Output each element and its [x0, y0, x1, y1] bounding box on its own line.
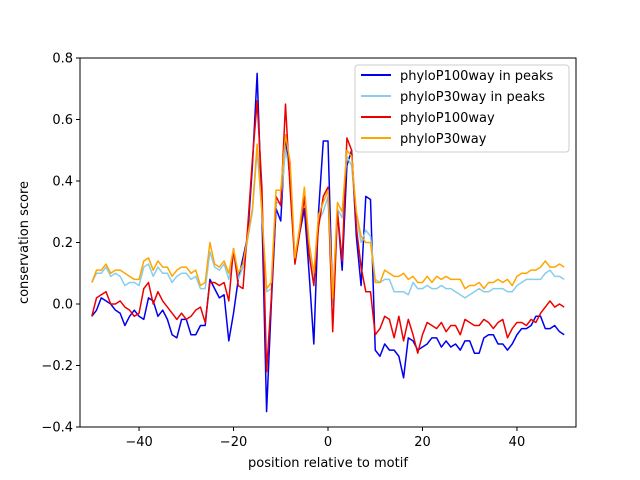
legend: phyloP100way in peaks phyloP30way in peak…: [354, 64, 570, 153]
series-line-4: [91, 134, 565, 299]
y-tick-label: 0.4: [52, 175, 73, 190]
x-tick-label: 40: [509, 435, 526, 450]
legend-label-3: phyloP100way: [400, 111, 495, 126]
x-axis-label: position relative to motif: [248, 456, 408, 471]
legend-frame: [354, 64, 570, 153]
legend-label-4: phyloP30way: [400, 132, 487, 147]
y-tick-label: −0.2: [41, 359, 73, 374]
series-line-1: [91, 72, 565, 413]
y-tick-label: −0.4: [41, 421, 73, 436]
series-layer: [91, 72, 565, 413]
y-tick-label: 0.6: [52, 113, 73, 128]
legend-items: phyloP100way in peaks phyloP30way in peak…: [361, 69, 554, 147]
legend-label-2: phyloP30way in peaks: [400, 90, 545, 105]
y-tick-label: 0.8: [52, 52, 73, 67]
ticks-layer: −40 −20 0 20 40 −0.4 −0.2 0.0 0.2 0.4 0.6 0.8: [41, 52, 525, 451]
y-tick-label: 0.0: [52, 298, 73, 313]
y-axis-label: conservation score: [17, 181, 32, 304]
x-tick-label: 0: [324, 435, 332, 450]
x-tick-label: −20: [220, 435, 247, 450]
x-tick-label: −40: [125, 435, 152, 450]
y-tick-label: 0.2: [52, 236, 73, 251]
series-line-3: [91, 100, 565, 373]
legend-label-1: phyloP100way in peaks: [400, 69, 554, 84]
x-tick-label: 20: [414, 435, 431, 450]
series-line-2: [91, 149, 565, 305]
